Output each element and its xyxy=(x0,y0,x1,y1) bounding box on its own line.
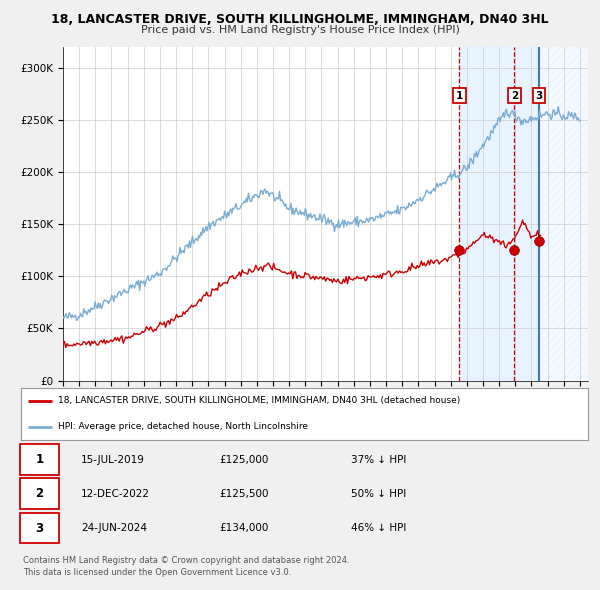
Text: £125,500: £125,500 xyxy=(219,489,269,499)
Text: 2: 2 xyxy=(35,487,43,500)
Text: 15-JUL-2019: 15-JUL-2019 xyxy=(81,455,145,464)
Text: 2: 2 xyxy=(511,90,518,100)
Text: 12-DEC-2022: 12-DEC-2022 xyxy=(81,489,150,499)
Text: 3: 3 xyxy=(35,522,43,535)
Text: 18, LANCASTER DRIVE, SOUTH KILLINGHOLME, IMMINGHAM, DN40 3HL: 18, LANCASTER DRIVE, SOUTH KILLINGHOLME,… xyxy=(51,13,549,26)
Text: 1: 1 xyxy=(456,90,463,100)
Text: 50% ↓ HPI: 50% ↓ HPI xyxy=(351,489,406,499)
Text: This data is licensed under the Open Government Licence v3.0.: This data is licensed under the Open Gov… xyxy=(23,568,291,576)
Text: Price paid vs. HM Land Registry's House Price Index (HPI): Price paid vs. HM Land Registry's House … xyxy=(140,25,460,35)
Text: HPI: Average price, detached house, North Lincolnshire: HPI: Average price, detached house, Nort… xyxy=(58,422,308,431)
Text: 46% ↓ HPI: 46% ↓ HPI xyxy=(351,523,406,533)
Text: 3: 3 xyxy=(536,90,543,100)
Text: 37% ↓ HPI: 37% ↓ HPI xyxy=(351,455,406,464)
Bar xyxy=(460,47,539,381)
Text: 18, LANCASTER DRIVE, SOUTH KILLINGHOLME, IMMINGHAM, DN40 3HL (detached house): 18, LANCASTER DRIVE, SOUTH KILLINGHOLME,… xyxy=(58,396,460,405)
Text: £125,000: £125,000 xyxy=(219,455,268,464)
Text: 24-JUN-2024: 24-JUN-2024 xyxy=(81,523,147,533)
Text: £134,000: £134,000 xyxy=(219,523,268,533)
Text: 1: 1 xyxy=(35,453,43,466)
Bar xyxy=(539,47,588,381)
Text: Contains HM Land Registry data © Crown copyright and database right 2024.: Contains HM Land Registry data © Crown c… xyxy=(23,556,349,565)
